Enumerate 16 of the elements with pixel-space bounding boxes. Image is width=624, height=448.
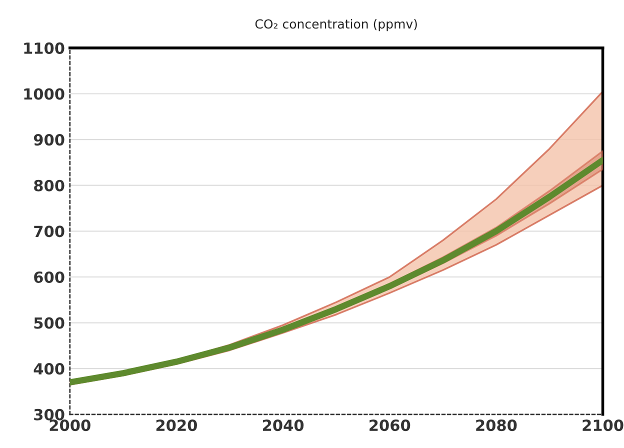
y-tick-label: 600	[34, 271, 64, 283]
chart-title: CO₂ concentration (ppmv)	[255, 18, 417, 32]
x-tick-label: 2100	[582, 420, 624, 432]
y-tick-label: 1000	[24, 88, 64, 100]
x-tick-label: 2000	[50, 420, 90, 432]
y-tick-label: 1100	[24, 42, 64, 54]
x-tick-label: 2020	[156, 420, 197, 432]
y-tick-label: 800	[34, 180, 64, 192]
x-tick-label: 2040	[262, 420, 304, 432]
x-tick-label: 2080	[476, 420, 517, 432]
y-tick-label: 300	[34, 408, 64, 420]
y-tick-label: 400	[34, 363, 64, 375]
y-tick-label: 900	[34, 134, 64, 146]
y-tick-label: 700	[34, 226, 64, 238]
y-tick-label: 500	[34, 317, 64, 329]
x-tick-label: 2060	[370, 420, 410, 432]
